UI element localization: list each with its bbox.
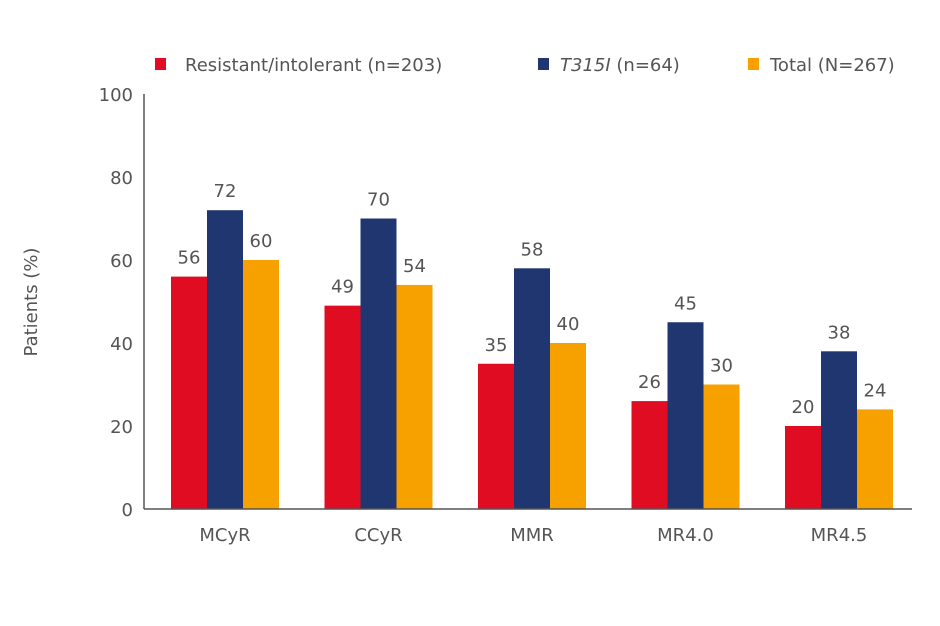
x-tick-label: MR4.0 bbox=[657, 525, 714, 546]
data-label: 72 bbox=[214, 181, 237, 202]
legend-label-part: (n=64) bbox=[611, 55, 680, 76]
y-tick-label: 100 bbox=[99, 85, 133, 106]
bar bbox=[324, 305, 361, 509]
data-label: 54 bbox=[403, 256, 426, 277]
legend: Resistant/intolerant (n=203) T315I (n=64)… bbox=[155, 55, 895, 76]
x-tick-label: MMR bbox=[510, 525, 554, 546]
y-axis-label: Patients (%) bbox=[21, 248, 42, 357]
bar bbox=[514, 268, 550, 509]
data-label: 58 bbox=[521, 239, 544, 260]
data-label: 26 bbox=[638, 372, 661, 393]
legend-label-part: T315I bbox=[560, 55, 611, 76]
bar bbox=[360, 218, 397, 509]
data-label: 35 bbox=[485, 335, 508, 356]
data-label: 60 bbox=[250, 231, 273, 252]
legend-swatch bbox=[538, 58, 549, 70]
bar bbox=[631, 401, 668, 509]
data-label: 40 bbox=[557, 314, 580, 335]
y-tick-label: 0 bbox=[122, 500, 133, 521]
bar bbox=[478, 363, 514, 509]
y-tick-label: 20 bbox=[110, 417, 133, 438]
data-label: 20 bbox=[792, 397, 815, 418]
bars: 56 72 60 49 70 54 35 58 40 26 45 30 20 38 24 bbox=[171, 181, 893, 509]
legend-label: Total (N=267) bbox=[769, 55, 895, 76]
data-label: 30 bbox=[710, 356, 733, 377]
bar bbox=[667, 322, 704, 509]
legend-label-part: Resistant/intolerant (n=203) bbox=[185, 55, 442, 76]
y-axis: 0 20 40 60 80 100 bbox=[99, 85, 145, 521]
data-label: 24 bbox=[864, 380, 887, 401]
x-tick-label: CCyR bbox=[354, 525, 402, 546]
y-tick-label: 80 bbox=[110, 168, 133, 189]
data-label: 49 bbox=[331, 277, 354, 298]
bar bbox=[703, 384, 740, 509]
legend-label-part: Total (N=267) bbox=[769, 55, 895, 76]
data-label: 70 bbox=[367, 190, 390, 211]
bar bbox=[207, 210, 243, 509]
x-axis: MCyR CCyR MMR MR4.0 MR4.5 bbox=[144, 508, 912, 546]
x-tick-label: MCyR bbox=[199, 525, 250, 546]
data-label: 45 bbox=[674, 293, 697, 314]
legend-label: T315I (n=64) bbox=[560, 55, 680, 76]
y-tick-label: 40 bbox=[110, 334, 133, 355]
bar bbox=[857, 409, 893, 509]
bar bbox=[243, 260, 279, 509]
data-label: 56 bbox=[178, 248, 201, 269]
legend-label: Resistant/intolerant (n=203) bbox=[185, 55, 442, 76]
bar bbox=[396, 284, 433, 509]
bar bbox=[785, 426, 821, 509]
bar bbox=[171, 276, 207, 509]
bar bbox=[550, 343, 586, 509]
bar bbox=[821, 351, 857, 509]
legend-swatch bbox=[748, 58, 759, 70]
x-tick-label: MR4.5 bbox=[811, 525, 868, 546]
y-tick-label: 60 bbox=[110, 251, 133, 272]
data-label: 38 bbox=[828, 322, 851, 343]
legend-swatch bbox=[155, 58, 166, 70]
